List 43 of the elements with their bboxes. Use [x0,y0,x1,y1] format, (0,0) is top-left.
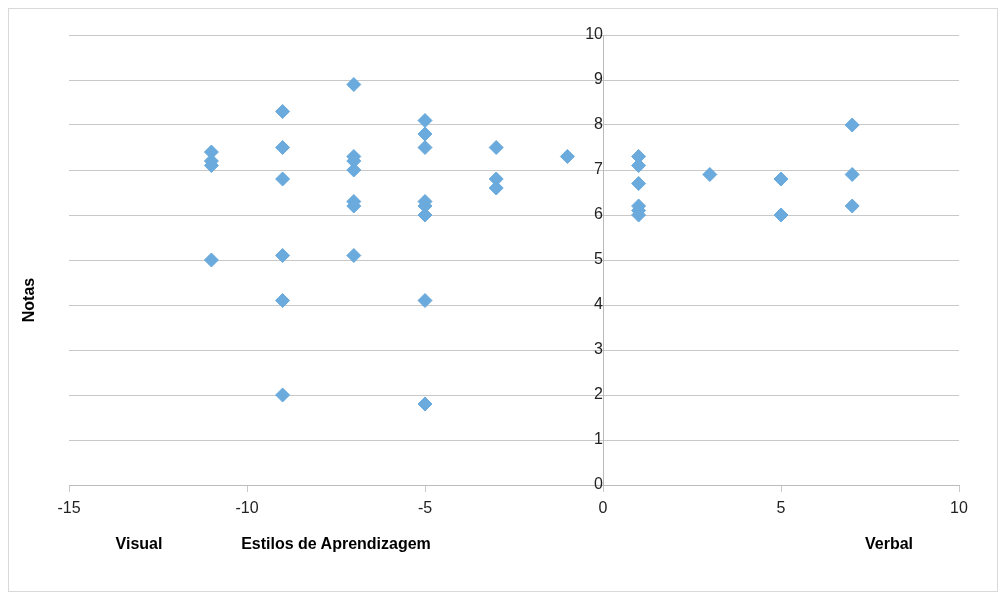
y-tick-label: 8 [594,115,604,133]
y-tick-label: 1 [594,430,604,448]
x-axis-title: Estilos de Aprendizagem [241,535,431,553]
point [275,140,291,155]
y-tick-label: 9 [594,70,604,88]
y-tick-label: 2 [594,385,604,403]
point [844,117,860,133]
point [773,171,789,187]
x-tick-label: -15 [57,499,81,517]
point [203,252,219,268]
text: Verbal [864,535,914,553]
y-tick-label: 0 [594,475,604,493]
point [559,149,575,164]
x-tick-label: 5 [776,499,786,517]
point [417,396,433,412]
y-tick-label: 10 [585,25,604,43]
y-tick-label: 5 [594,250,604,268]
point [275,248,291,263]
point [346,77,362,92]
point [417,113,433,128]
text: Visual [115,535,163,553]
point [488,140,504,155]
point [417,293,433,308]
point [346,248,362,263]
point [773,207,789,223]
point [275,293,291,308]
point [417,140,433,155]
point [844,167,860,182]
y-tick-label: 7 [594,160,604,178]
point [417,126,433,142]
point [702,167,718,182]
point [275,171,291,187]
point [275,387,291,403]
y-axis-title: Notas [20,277,38,323]
x-tick-label: -5 [417,499,433,517]
point [844,198,860,214]
y-tick-label: 3 [594,340,604,358]
x-tick-label: 10 [950,499,968,517]
y-tick-label: 6 [594,205,604,223]
x-tick-label: -10 [235,499,259,517]
point [631,176,647,191]
y-tick-label: 4 [594,295,604,313]
point [275,104,291,119]
